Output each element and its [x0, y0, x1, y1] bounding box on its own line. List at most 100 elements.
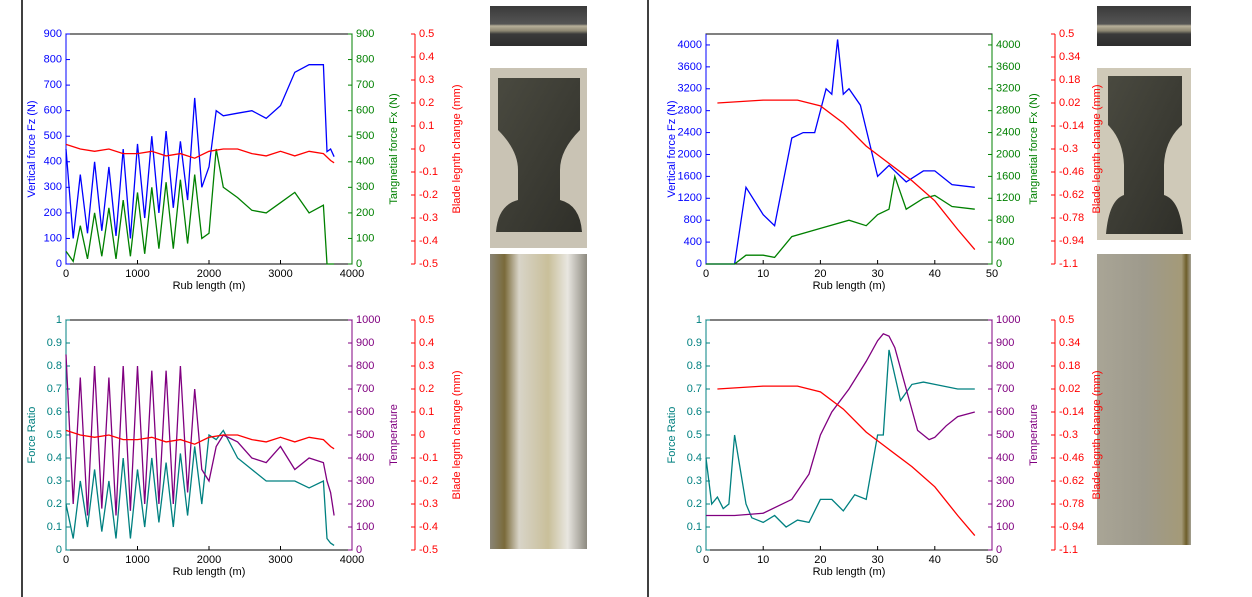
y-axis-label: Vertical force Fz (N): [26, 100, 38, 197]
y-tick-label: 0.1: [419, 120, 434, 132]
y-tick-label: 0.4: [419, 337, 434, 349]
y-tick-label: 700: [356, 79, 374, 91]
y-tick-label: 0: [996, 544, 1002, 556]
y-tick-label: 0.6: [47, 406, 62, 418]
y-tick-label: -0.78: [1059, 498, 1084, 510]
x-tick-label: 50: [986, 268, 998, 280]
y-tick-label: 0.1: [419, 406, 434, 418]
y-axis-label: Force Ratio: [26, 407, 38, 464]
series-line: [706, 39, 975, 265]
y-tick-label: 3200: [996, 83, 1020, 95]
y-tick-label: 0.2: [419, 97, 434, 109]
x-tick-label: 1000: [125, 268, 149, 280]
y-tick-label: -0.78: [1059, 212, 1084, 224]
series-line: [65, 429, 335, 546]
y-tick-label: 1600: [678, 170, 702, 182]
y-axis-label: Force Ratio: [666, 407, 678, 464]
y-tick-label: 0.8: [687, 360, 702, 372]
photo-strip: [1097, 6, 1191, 46]
x-tick-label: 2000: [197, 268, 221, 280]
y-axis-label: Blade legnth change (mm): [1091, 84, 1103, 213]
y-tick-label: 0: [419, 429, 425, 441]
y-tick-label: 0.5: [47, 429, 62, 441]
series-line: [65, 354, 335, 516]
y-tick-label: 1: [56, 314, 62, 326]
y-tick-label: 800: [684, 214, 702, 226]
y-tick-label: 900: [356, 337, 374, 349]
x-tick-label: 40: [929, 554, 941, 566]
x-tick-label: 4000: [340, 268, 364, 280]
y-tick-label: -0.3: [419, 498, 438, 510]
y-axis-label: Vertical force Fz (N): [666, 100, 678, 197]
photo-plate: [496, 78, 582, 232]
y-tick-label: 0: [356, 258, 362, 270]
y-tick-label: -0.5: [419, 544, 438, 556]
y-tick-label: -0.46: [1059, 452, 1084, 464]
y-tick-label: 400: [996, 452, 1014, 464]
plot-frame: [705, 33, 993, 265]
y-tick-label: 800: [996, 214, 1014, 226]
y-tick-label: 0: [696, 544, 702, 556]
x-tick-label: 20: [814, 268, 826, 280]
y-tick-label: 900: [44, 28, 62, 40]
y-tick-label: 2800: [996, 105, 1020, 117]
y-tick-label: 0: [56, 258, 62, 270]
y-tick-label: 2800: [678, 105, 702, 117]
y-tick-label: 0.8: [47, 360, 62, 372]
y-tick-label: 1600: [996, 170, 1020, 182]
y-tick-label: 800: [996, 360, 1014, 372]
series-line: [65, 64, 335, 239]
series-line: [706, 173, 975, 265]
y-tick-label: 200: [996, 498, 1014, 510]
y-tick-label: 0: [996, 258, 1002, 270]
y-tick-label: 400: [356, 156, 374, 168]
y-tick-label: 100: [356, 232, 374, 244]
y-tick-label: 0.02: [1059, 383, 1080, 395]
x-tick-label: 2000: [197, 554, 221, 566]
y-tick-label: -0.3: [1059, 429, 1078, 441]
y-tick-label: 300: [996, 475, 1014, 487]
y-axis-label: Blade legnth change (mm): [1091, 370, 1103, 499]
y-tick-label: 0.7: [47, 383, 62, 395]
y-tick-label: 1200: [996, 192, 1020, 204]
y-tick-label: 400: [356, 452, 374, 464]
y-tick-label: -0.2: [419, 475, 438, 487]
y-tick-label: 0.34: [1059, 51, 1080, 63]
photo-strip: [490, 6, 587, 46]
x-axis-label: Rub length (m): [173, 566, 246, 578]
x-tick-label: 50: [986, 554, 998, 566]
y-tick-label: 600: [44, 105, 62, 117]
y-tick-label: 0.18: [1059, 360, 1080, 372]
y-tick-label: 100: [996, 521, 1014, 533]
y-tick-label: 600: [356, 406, 374, 418]
y-tick-label: 900: [996, 337, 1014, 349]
y-tick-label: 4000: [996, 39, 1020, 51]
y-tick-label: -1.1: [1059, 544, 1078, 556]
y-tick-label: 0: [356, 544, 362, 556]
y-tick-label: 500: [44, 130, 62, 142]
y-tick-label: 0.5: [419, 314, 434, 326]
photo-right: [1097, 6, 1191, 545]
y-tick-label: 700: [44, 79, 62, 91]
y-tick-label: 0.1: [47, 521, 62, 533]
y-tick-label: 0.4: [47, 452, 62, 464]
x-tick-label: 0: [63, 554, 69, 566]
y-tick-label: -0.62: [1059, 475, 1084, 487]
y-tick-label: -0.4: [419, 521, 438, 533]
y-tick-label: 0.5: [687, 429, 702, 441]
y-tick-label: -0.4: [419, 235, 438, 247]
y-tick-label: 800: [356, 360, 374, 372]
y-axis-label: Tangnetial force Fx (N): [388, 93, 400, 204]
x-tick-label: 1000: [125, 554, 149, 566]
y-tick-label: 0.9: [47, 337, 62, 349]
y-tick-label: 800: [44, 53, 62, 65]
y-tick-label: 3600: [996, 61, 1020, 73]
y-tick-label: -0.1: [419, 452, 438, 464]
photo-left: [490, 6, 587, 549]
x-axis-label: Rub length (m): [813, 280, 886, 292]
series-line: [65, 148, 335, 265]
x-tick-label: 0: [703, 554, 709, 566]
x-axis-label: Rub length (m): [173, 280, 246, 292]
y-tick-label: -0.2: [419, 189, 438, 201]
